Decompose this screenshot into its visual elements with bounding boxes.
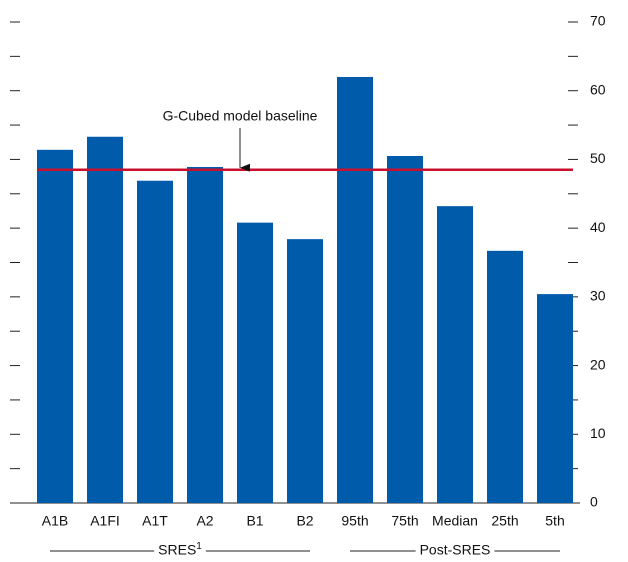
bar [387,155,423,503]
x-tick-label: 25th [491,513,518,529]
group-label: Post-SRES [420,542,491,558]
y-tick-label: 0 [590,494,598,510]
bar [37,149,73,503]
baseline-label: G-Cubed model baseline [163,108,318,124]
y-tick-label: 20 [590,356,606,372]
bar [137,180,173,504]
y-tick-label: 30 [590,288,606,304]
bar [337,76,373,503]
x-tick-label: 95th [341,513,368,529]
x-tick-label: 75th [391,513,418,529]
y-tick-label: 50 [590,150,606,166]
x-tick-label: Median [432,513,478,529]
y-tick-label: 40 [590,219,606,235]
x-tick-label: A1FI [90,513,120,529]
y-tick-label: 60 [590,81,606,97]
bar [87,136,123,503]
x-tick-label: 5th [545,513,564,529]
bar [437,206,473,503]
bar [187,166,223,504]
footnote: 1 [196,541,202,552]
x-tick-label: B2 [296,513,313,529]
bar [287,239,323,503]
bar [537,294,573,503]
x-tick-label: A1B [42,513,68,529]
x-tick-label: B1 [246,513,263,529]
y-tick-label: 70 [590,13,606,29]
bar [237,222,273,503]
group-label: SRES1 [158,541,202,558]
x-tick-label: A2 [196,513,213,529]
x-tick-label: A1T [142,513,168,529]
bar [487,250,523,503]
y-tick-label: 10 [590,425,606,441]
